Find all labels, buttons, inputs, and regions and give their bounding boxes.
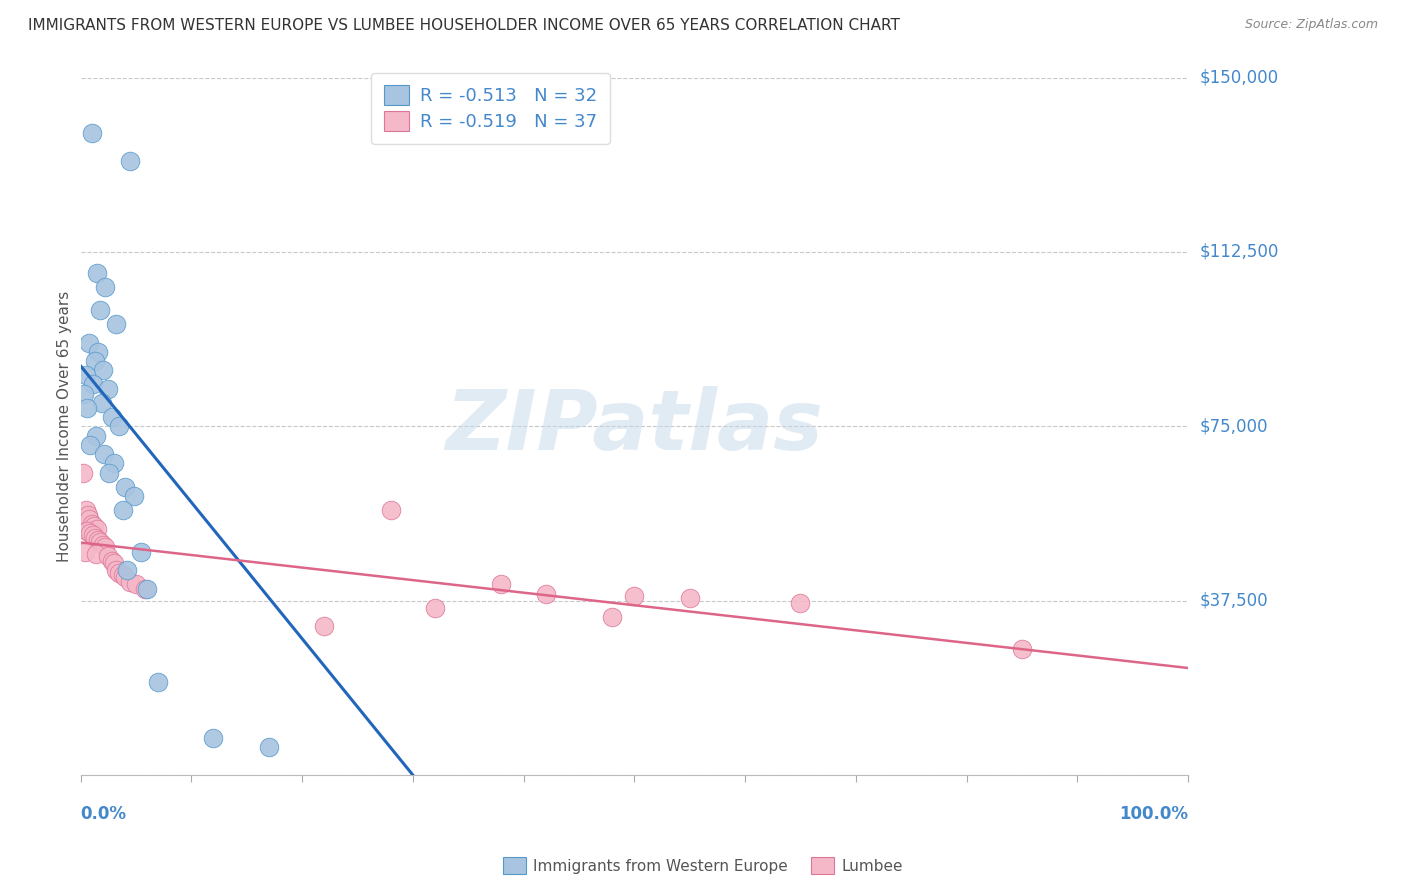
Point — [75, 503, 97, 517]
Point — [104, 563, 127, 577]
Point — [100, 554, 122, 568]
Point — [93, 447, 115, 461]
Point — [77, 508, 100, 522]
Point — [1011, 642, 1033, 657]
Point — [679, 591, 702, 606]
Point — [91, 538, 114, 552]
Point — [76, 524, 98, 538]
Point — [257, 739, 280, 754]
Point — [84, 547, 107, 561]
Point — [491, 577, 513, 591]
Y-axis label: Householder Income Over 65 years: Householder Income Over 65 years — [58, 291, 72, 562]
Point — [76, 401, 98, 415]
Text: 0.0%: 0.0% — [80, 805, 127, 823]
Point — [789, 596, 811, 610]
Point — [108, 566, 131, 580]
Point — [534, 586, 557, 600]
Point — [79, 335, 101, 350]
Point — [111, 503, 134, 517]
Point — [125, 577, 148, 591]
Text: $75,000: $75,000 — [1199, 417, 1268, 435]
Point — [423, 600, 446, 615]
Text: $112,500: $112,500 — [1199, 243, 1278, 260]
Point — [79, 526, 101, 541]
Point — [122, 489, 145, 503]
Point — [84, 428, 107, 442]
Point — [115, 563, 138, 577]
Point — [73, 386, 96, 401]
Point — [120, 574, 142, 589]
Point — [202, 731, 225, 745]
Point — [80, 516, 103, 531]
Point — [104, 317, 127, 331]
Legend: Immigrants from Western Europe, Lumbee: Immigrants from Western Europe, Lumbee — [496, 851, 910, 880]
Point — [314, 619, 336, 633]
Text: $150,000: $150,000 — [1199, 69, 1278, 87]
Point — [114, 480, 136, 494]
Point — [114, 570, 136, 584]
Point — [146, 675, 169, 690]
Legend: R = -0.513   N = 32, R = -0.519   N = 37: R = -0.513 N = 32, R = -0.519 N = 37 — [371, 72, 610, 144]
Point — [86, 521, 108, 535]
Point — [103, 457, 125, 471]
Point — [87, 344, 110, 359]
Point — [134, 582, 156, 596]
Point — [72, 466, 94, 480]
Point — [97, 382, 120, 396]
Point — [111, 568, 134, 582]
Text: $37,500: $37,500 — [1199, 591, 1268, 609]
Point — [79, 438, 101, 452]
Point — [108, 419, 131, 434]
Point — [84, 531, 107, 545]
Point — [136, 582, 159, 596]
Point — [120, 154, 142, 169]
Text: Source: ZipAtlas.com: Source: ZipAtlas.com — [1244, 18, 1378, 31]
Text: IMMIGRANTS FROM WESTERN EUROPE VS LUMBEE HOUSEHOLDER INCOME OVER 65 YEARS CORREL: IMMIGRANTS FROM WESTERN EUROPE VS LUMBEE… — [28, 18, 900, 33]
Point — [82, 377, 104, 392]
Point — [84, 354, 107, 368]
Point — [73, 545, 96, 559]
Point — [91, 363, 114, 377]
Point — [82, 528, 104, 542]
Point — [94, 540, 117, 554]
Point — [79, 512, 101, 526]
Point — [89, 535, 111, 549]
Text: ZIPatlas: ZIPatlas — [446, 385, 823, 467]
Point — [83, 519, 105, 533]
Point — [103, 557, 125, 571]
Point — [75, 368, 97, 382]
Text: 100.0%: 100.0% — [1119, 805, 1188, 823]
Point — [80, 126, 103, 140]
Point — [89, 303, 111, 318]
Point — [623, 589, 645, 603]
Point — [97, 549, 120, 564]
Point — [100, 409, 122, 424]
Point — [90, 396, 112, 410]
Point — [131, 545, 153, 559]
Point — [98, 466, 121, 480]
Point — [380, 503, 402, 517]
Point — [86, 266, 108, 280]
Point — [87, 533, 110, 548]
Point — [94, 279, 117, 293]
Point — [600, 610, 623, 624]
